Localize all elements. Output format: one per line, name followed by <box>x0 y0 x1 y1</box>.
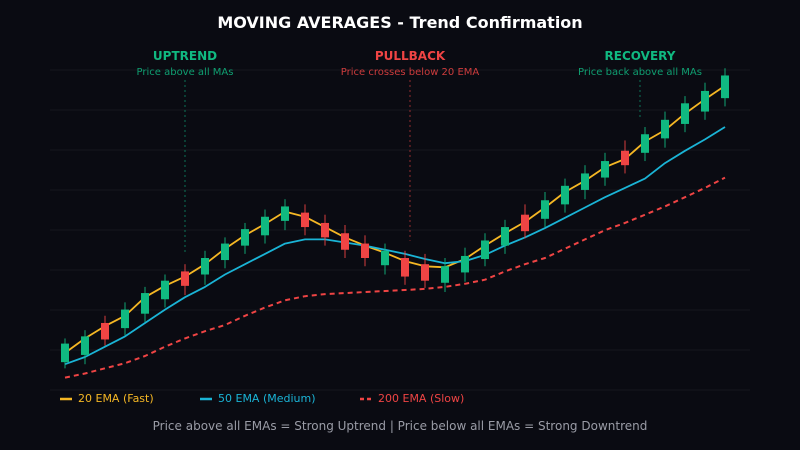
candle-body <box>201 258 209 275</box>
candle-body <box>721 75 729 99</box>
chart-title: MOVING AVERAGES - Trend Confirmation <box>217 13 582 32</box>
candle-body <box>621 150 629 166</box>
candle-body <box>641 134 649 153</box>
ema-line <box>64 85 726 354</box>
candle-up <box>581 165 589 200</box>
legend-label: 20 EMA (Fast) <box>78 392 154 405</box>
candle-up <box>61 338 69 369</box>
candle-body <box>381 250 389 266</box>
candle-body <box>681 103 689 124</box>
candle-body <box>281 206 289 221</box>
ema-line <box>64 176 726 379</box>
candle-body <box>541 200 549 219</box>
candle-body <box>101 322 109 340</box>
candle-body <box>241 229 249 246</box>
candle-body <box>321 222 329 238</box>
candle-up <box>681 96 689 133</box>
annotation-title: PULLBACK <box>375 49 446 63</box>
candle-down <box>621 140 629 174</box>
candle-up <box>381 243 389 275</box>
candle-body <box>181 271 189 286</box>
candle-up <box>701 82 709 120</box>
candle-body <box>661 119 669 139</box>
candle-up <box>481 233 489 267</box>
candle-body <box>361 243 369 258</box>
candle-up <box>201 250 209 285</box>
candle-down <box>301 204 309 236</box>
candle-down <box>521 204 529 239</box>
legend-label: 50 EMA (Medium) <box>218 392 316 405</box>
candle-body <box>81 336 89 355</box>
candle-body <box>61 343 69 363</box>
candle-body <box>141 293 149 314</box>
candle-body <box>421 264 429 281</box>
annotation-subtitle: Price crosses below 20 EMA <box>341 67 480 78</box>
candle-body <box>601 161 609 178</box>
candle-up <box>241 222 249 254</box>
candle-body <box>581 173 589 190</box>
candles <box>61 68 729 369</box>
candle-up <box>561 178 569 213</box>
annotation-subtitle: Price back above all MAs <box>578 67 702 78</box>
candle-body <box>401 258 409 277</box>
annotation-title: UPTREND <box>153 49 217 63</box>
candle-up <box>81 330 89 365</box>
grid <box>50 69 750 391</box>
candle-body <box>121 309 129 329</box>
candle-body <box>501 227 509 246</box>
candle-body <box>301 212 309 228</box>
candle-up <box>441 258 449 293</box>
candle-up <box>161 274 169 308</box>
candle-up <box>121 302 129 336</box>
candle-up <box>221 237 229 269</box>
candle-body <box>261 216 269 236</box>
candle-down <box>421 253 429 288</box>
candle-up <box>141 286 149 322</box>
candle-body <box>701 90 709 112</box>
legend-label: 200 EMA (Slow) <box>378 392 464 405</box>
annotations: UPTREND Price above all MAs PULLBACK Price … <box>137 49 702 255</box>
candle-down <box>101 315 109 346</box>
candle-down <box>321 214 329 246</box>
annotation-title: RECOVERY <box>605 49 676 63</box>
candle-up <box>501 219 509 254</box>
candle-up <box>721 68 729 107</box>
candle-up <box>601 152 609 186</box>
candle-body <box>341 233 349 250</box>
candle-body <box>161 280 169 300</box>
candle-up <box>281 199 289 231</box>
candle-body <box>441 266 449 283</box>
footnote: Price above all EMAs = Strong Uptrend | … <box>153 419 648 433</box>
ema-lines <box>64 85 726 379</box>
candle-up <box>661 111 669 148</box>
candle-down <box>181 264 189 296</box>
candle-up <box>261 209 269 244</box>
candle-down <box>341 225 349 258</box>
candle-body <box>561 185 569 205</box>
candle-body <box>461 255 469 273</box>
candle-up <box>461 247 469 282</box>
candle-down <box>361 235 369 267</box>
candle-body <box>481 240 489 260</box>
legend: 20 EMA (Fast) 50 EMA (Medium) 200 EMA (Slo… <box>60 392 464 405</box>
candle-body <box>221 243 229 261</box>
candle-up <box>641 127 649 162</box>
candle-up <box>541 192 549 228</box>
candle-down <box>401 250 409 285</box>
annotation-subtitle: Price above all MAs <box>137 67 234 78</box>
ema-line <box>64 126 726 366</box>
candle-body <box>521 214 529 232</box>
